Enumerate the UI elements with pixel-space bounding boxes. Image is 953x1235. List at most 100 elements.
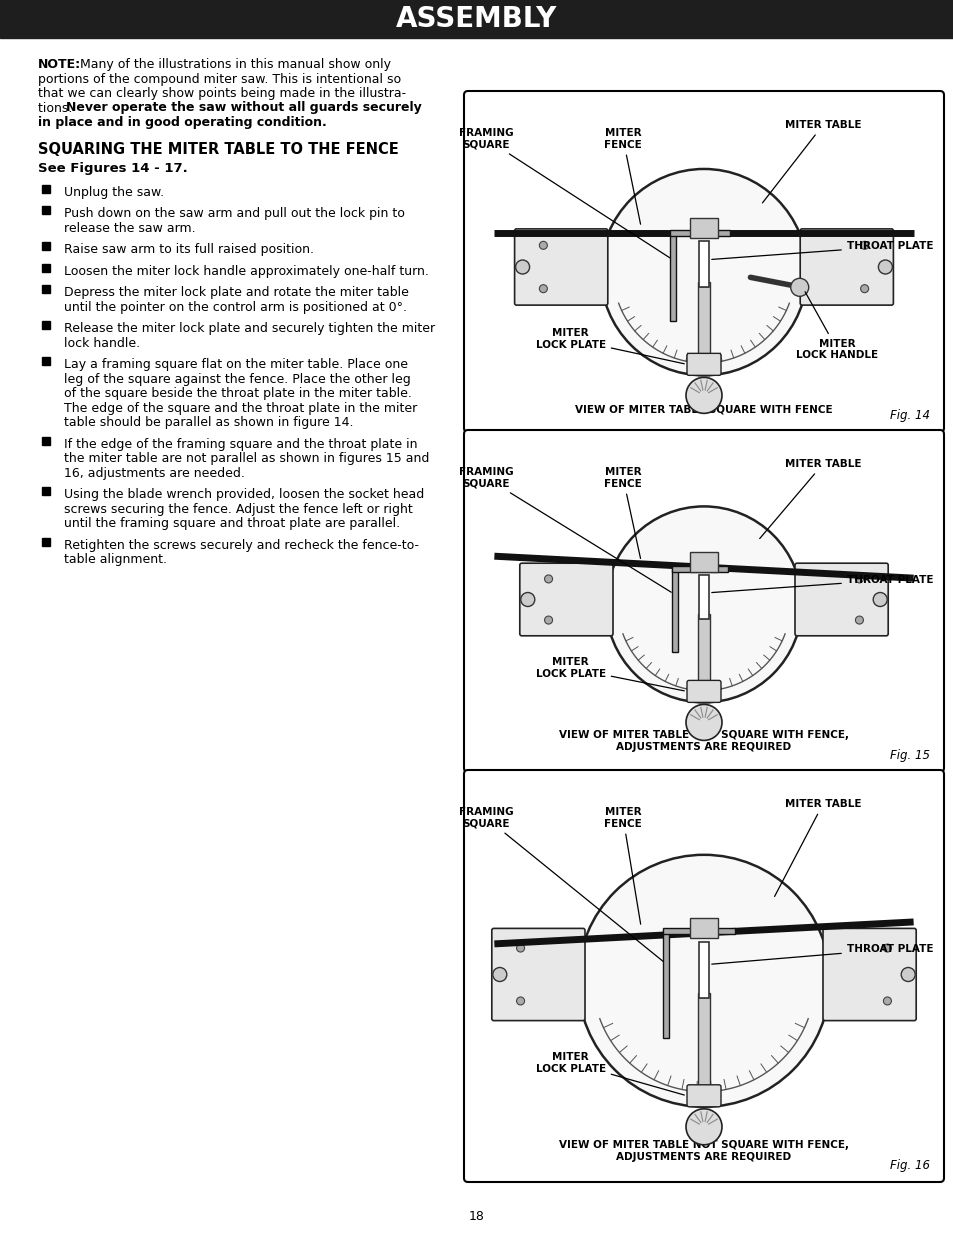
Bar [699, 942, 708, 998]
Circle shape [538, 285, 547, 293]
FancyBboxPatch shape [514, 228, 607, 305]
Bar [689, 552, 718, 572]
Polygon shape [669, 233, 676, 321]
Text: lock handle.: lock handle. [64, 337, 140, 350]
Text: MITER
LOCK HANDLE: MITER LOCK HANDLE [796, 291, 878, 361]
Circle shape [538, 241, 547, 249]
Text: VIEW OF MITER TABLE NOT SQUARE WITH FENCE,
ADJUSTMENTS ARE REQUIRED: VIEW OF MITER TABLE NOT SQUARE WITH FENC… [558, 730, 848, 752]
Text: 18: 18 [469, 1210, 484, 1224]
Text: the miter table are not parallel as shown in figures 15 and: the miter table are not parallel as show… [64, 452, 429, 466]
Circle shape [855, 616, 862, 624]
Bar [699, 576, 708, 619]
Circle shape [685, 1109, 721, 1145]
Text: Retighten the screws securely and recheck the fence-to-: Retighten the screws securely and rechec… [64, 538, 418, 552]
Bar [699, 241, 708, 288]
Text: Release the miter lock plate and securely tighten the miter: Release the miter lock plate and securel… [64, 322, 435, 335]
Circle shape [605, 506, 801, 703]
Circle shape [855, 576, 862, 583]
FancyBboxPatch shape [463, 769, 943, 1182]
Text: Unplug the saw.: Unplug the saw. [64, 185, 164, 199]
Polygon shape [671, 566, 728, 572]
Text: Push down on the saw arm and pull out the lock pin to: Push down on the saw arm and pull out th… [64, 207, 404, 220]
Circle shape [544, 576, 552, 583]
Bar [42, 285, 50, 293]
Circle shape [516, 944, 524, 952]
Circle shape [520, 593, 535, 606]
Text: in place and in good operating condition.: in place and in good operating condition… [38, 116, 327, 128]
Text: until the framing square and throat plate are parallel.: until the framing square and throat plat… [64, 517, 399, 530]
Text: FRAMING
SQUARE: FRAMING SQUARE [458, 467, 671, 593]
Text: Fig. 15: Fig. 15 [889, 748, 929, 762]
Text: VIEW OF MITER TABLE NOT SQUARE WITH FENCE,
ADJUSTMENTS ARE REQUIRED: VIEW OF MITER TABLE NOT SQUARE WITH FENC… [558, 1140, 848, 1162]
Text: NOTE:: NOTE: [38, 58, 81, 70]
Circle shape [860, 285, 868, 293]
Circle shape [544, 616, 552, 624]
Text: Loosen the miter lock handle approximately one-half turn.: Loosen the miter lock handle approximate… [64, 264, 429, 278]
Circle shape [882, 944, 890, 952]
Text: until the pointer on the control arm is positioned at 0°.: until the pointer on the control arm is … [64, 300, 407, 314]
Polygon shape [699, 611, 708, 619]
Text: MITER
LOCK PLATE: MITER LOCK PLATE [535, 1052, 683, 1095]
Circle shape [860, 241, 868, 249]
Circle shape [882, 997, 890, 1005]
Text: VIEW OF MITER TABLE SQUARE WITH FENCE: VIEW OF MITER TABLE SQUARE WITH FENCE [575, 404, 832, 414]
FancyBboxPatch shape [492, 929, 584, 1020]
Bar [689, 918, 718, 937]
FancyBboxPatch shape [822, 929, 915, 1020]
Bar [698, 283, 709, 375]
Polygon shape [671, 568, 677, 652]
Text: of the square beside the throat plate in the miter table.: of the square beside the throat plate in… [64, 387, 412, 400]
Text: MITER
FENCE: MITER FENCE [603, 806, 641, 924]
Text: THROAT PLATE: THROAT PLATE [711, 241, 932, 259]
Text: portions of the compound miter saw. This is intentional so: portions of the compound miter saw. This… [38, 73, 400, 85]
FancyBboxPatch shape [519, 563, 613, 636]
Bar [42, 437, 50, 445]
Text: MITER
LOCK PLATE: MITER LOCK PLATE [535, 329, 683, 364]
Bar [689, 217, 718, 238]
FancyBboxPatch shape [800, 228, 892, 305]
FancyBboxPatch shape [686, 1084, 720, 1107]
FancyBboxPatch shape [686, 353, 720, 375]
Polygon shape [669, 230, 729, 236]
Text: screws securing the fence. Adjust the fence left or right: screws securing the fence. Adjust the fe… [64, 503, 413, 515]
Text: Never operate the saw without all guards securely: Never operate the saw without all guards… [66, 101, 421, 115]
Text: 16, adjustments are needed.: 16, adjustments are needed. [64, 467, 245, 479]
Text: The edge of the square and the throat plate in the miter: The edge of the square and the throat pl… [64, 401, 416, 415]
Text: MITER
FENCE: MITER FENCE [603, 128, 641, 225]
Bar [42, 184, 50, 193]
Circle shape [578, 855, 829, 1107]
FancyBboxPatch shape [794, 563, 887, 636]
Text: Raise saw arm to its full raised position.: Raise saw arm to its full raised positio… [64, 243, 314, 256]
Text: If the edge of the framing square and the throat plate in: If the edge of the framing square and th… [64, 437, 417, 451]
Text: that we can clearly show points being made in the illustra-: that we can clearly show points being ma… [38, 86, 406, 100]
Circle shape [872, 593, 886, 606]
Text: Using the blade wrench provided, loosen the socket head: Using the blade wrench provided, loosen … [64, 488, 424, 501]
Text: FRAMING
SQUARE: FRAMING SQUARE [458, 128, 669, 258]
Text: ASSEMBLY: ASSEMBLY [395, 5, 558, 33]
Circle shape [516, 997, 524, 1005]
FancyBboxPatch shape [463, 91, 943, 432]
Bar [42, 206, 50, 214]
Text: table should be parallel as shown in figure 14.: table should be parallel as shown in fig… [64, 416, 354, 429]
Bar [42, 242, 50, 251]
Polygon shape [662, 927, 735, 934]
Text: Many of the illustrations in this manual show only: Many of the illustrations in this manual… [80, 58, 391, 70]
Circle shape [515, 261, 529, 274]
Text: table alignment.: table alignment. [64, 553, 167, 566]
Bar [42, 321, 50, 329]
Text: MITER TABLE: MITER TABLE [759, 459, 861, 538]
Bar [42, 537, 50, 546]
Text: THROAT PLATE: THROAT PLATE [711, 945, 932, 965]
Text: Fig. 16: Fig. 16 [889, 1158, 929, 1172]
Circle shape [600, 169, 806, 375]
Text: Lay a framing square flat on the miter table. Place one: Lay a framing square flat on the miter t… [64, 358, 408, 370]
Text: Fig. 14: Fig. 14 [889, 409, 929, 422]
Polygon shape [699, 279, 708, 288]
Circle shape [685, 704, 721, 741]
Circle shape [878, 261, 891, 274]
Text: MITER TABLE: MITER TABLE [774, 799, 861, 897]
Circle shape [790, 278, 808, 296]
Text: Depress the miter lock plate and rotate the miter table: Depress the miter lock plate and rotate … [64, 287, 409, 299]
FancyBboxPatch shape [686, 680, 720, 703]
Text: MITER
FENCE: MITER FENCE [603, 467, 641, 558]
